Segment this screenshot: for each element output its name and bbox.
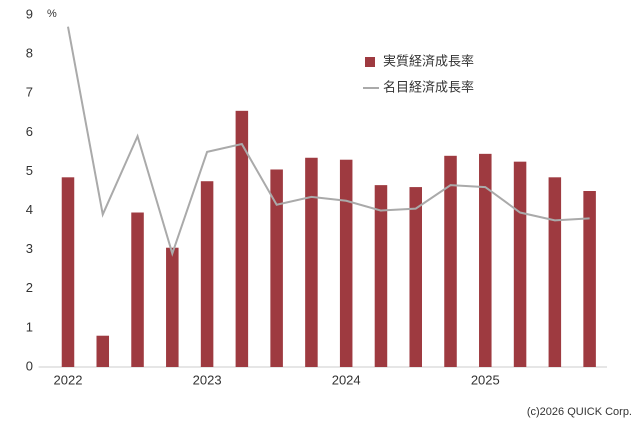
- bar: [444, 155, 457, 367]
- bar: [200, 181, 214, 367]
- unit-label: %: [47, 8, 57, 20]
- y-tick-label: 5: [26, 163, 33, 178]
- legend-label: 名目経済成長率: [383, 79, 474, 94]
- bar: [305, 157, 318, 367]
- bar: [131, 212, 144, 367]
- y-tick-label: 7: [26, 85, 33, 100]
- line: [67, 26, 590, 257]
- bar: [270, 169, 283, 367]
- bar: [374, 185, 388, 367]
- y-tick-label: 1: [26, 319, 33, 334]
- bar: [166, 247, 179, 367]
- y-tick-label: 9: [26, 6, 33, 21]
- x-tick-label: 2023: [193, 372, 222, 387]
- x-tick-label: 2022: [54, 372, 83, 387]
- y-tick-label: 3: [26, 241, 33, 256]
- legend-swatch: [365, 57, 375, 67]
- bar: [513, 161, 527, 367]
- bar: [96, 335, 110, 367]
- y-tick-label: 6: [26, 124, 33, 139]
- bar: [61, 177, 75, 367]
- bar: [583, 191, 596, 367]
- y-tick-label: 0: [26, 358, 33, 373]
- x-tick-label: 2024: [332, 372, 361, 387]
- bar: [339, 159, 353, 367]
- source: (c)2026 QUICK Corp.: [527, 406, 632, 418]
- y-tick-label: 4: [26, 202, 33, 217]
- y-tick-label: 2: [26, 280, 33, 295]
- y-tick-label: 8: [26, 46, 33, 61]
- x-tick-label: 2025: [471, 372, 500, 387]
- bar: [409, 187, 422, 367]
- bar: [479, 153, 492, 367]
- bar: [235, 110, 249, 368]
- legend-label: 実質経済成長率: [383, 53, 474, 68]
- bar: [548, 177, 562, 367]
